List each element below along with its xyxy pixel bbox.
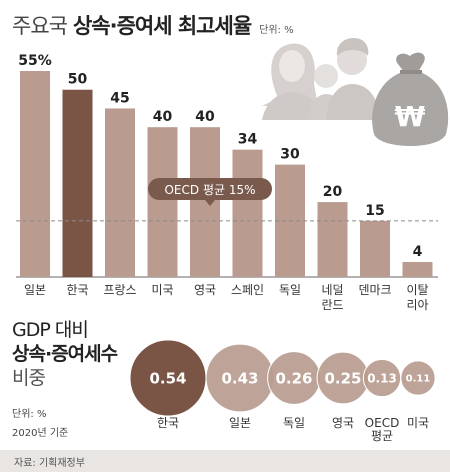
bar-value-label: 40 [153,109,173,125]
bubble-category-label: 일본 [229,416,251,430]
bar-value-label: 34 [238,132,258,148]
bar-value-label: 40 [195,109,215,125]
bubble-value-label: 0.25 [324,369,361,387]
category-label: 미국 [151,283,173,297]
source-note: 자료: 기획재정부 [14,458,85,469]
bar [190,127,220,277]
bubble-title-line1: GDP 대비 [12,319,89,341]
bubble-category-label: 한국 [157,416,179,430]
page-title: 주요국 상속·증여세 최고세율 단위: % [12,10,294,44]
bubble-title-line2: 상속·증여세수 [12,343,118,365]
bar [105,108,135,277]
title-main: 상속·증여세 최고세율 [72,14,252,38]
bubble-category-label: 영국 [332,416,354,430]
category-label: 영국 [194,283,216,297]
bubble-category-label: 평균 [371,429,393,443]
category-label: 한국 [66,283,88,297]
category-label: 란드 [321,298,343,312]
reference-label: OECD 평균 15% [164,183,255,197]
bubble-category-label: OECD [365,416,400,430]
category-label: 독일 [279,283,301,297]
category-label: 이탈 [406,283,428,297]
title-unit: 단위: % [259,25,294,36]
bar [317,202,348,277]
reference-badge-pointer [205,200,215,206]
bubble-title-line3: 비중 [12,367,46,389]
bar [360,220,390,277]
bar [147,127,178,277]
category-label: 일본 [24,283,46,297]
bar-value-label: 4 [413,244,423,260]
won-symbol: ₩ [395,100,426,133]
family-and-money-bag-icon: ₩ [262,38,449,146]
bubble-category-label: 독일 [283,416,305,430]
bubble-year-note: 2020년 기준 [12,428,69,439]
category-label: 스페인 [231,283,264,297]
bubble-value-label: 0.26 [275,369,312,387]
bubble-value-label: 0.11 [406,374,431,385]
bar [232,149,263,277]
category-label: 프랑스 [103,283,136,297]
footer-bar [0,450,450,472]
bar-value-label: 45 [110,90,129,106]
bar [20,71,50,277]
bubble-unit-note: 단위: % [12,409,47,420]
bubble-category-label: 미국 [407,416,429,430]
category-label: 리아 [406,298,428,312]
bubble-chart-title: GDP 대비 상속·증여세수 비중 [12,318,118,390]
bubble-value-label: 0.54 [149,369,186,387]
reference-badge [148,178,272,200]
bubble [400,360,436,396]
bubble-value-label: 0.43 [221,369,258,387]
bar-value-label: 30 [280,147,300,163]
bar [62,89,93,278]
bar-value-label: 15 [365,203,384,219]
bar-value-label: 50 [68,72,88,88]
bar-value-label: 20 [323,184,343,200]
bar-value-label: 55% [18,53,52,69]
bubble-value-label: 0.13 [367,371,397,385]
category-label: 네덜 [321,283,343,297]
bar [402,262,433,277]
title-prefix: 주요국 [12,14,68,38]
category-label: 덴마크 [358,283,391,297]
